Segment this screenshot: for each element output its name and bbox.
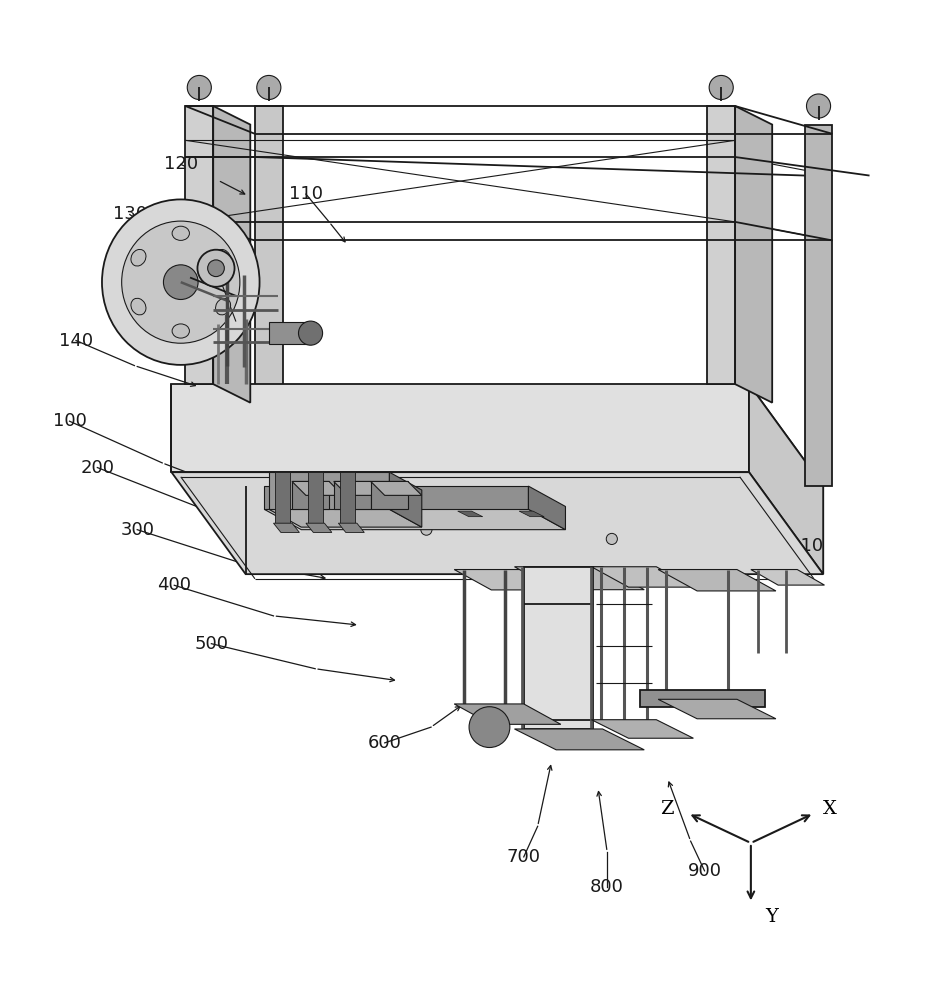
Text: X: X	[823, 800, 837, 818]
Ellipse shape	[172, 324, 189, 338]
Polygon shape	[371, 481, 422, 495]
Circle shape	[806, 94, 831, 118]
Polygon shape	[528, 486, 565, 530]
Polygon shape	[514, 729, 644, 750]
Text: 140: 140	[59, 332, 93, 350]
Polygon shape	[591, 720, 693, 738]
Text: 110: 110	[289, 185, 323, 203]
Polygon shape	[308, 472, 323, 523]
Polygon shape	[269, 509, 422, 527]
Polygon shape	[338, 523, 364, 532]
Text: 700: 700	[507, 848, 540, 866]
Polygon shape	[334, 481, 371, 509]
Polygon shape	[658, 570, 776, 591]
Text: 800: 800	[590, 878, 624, 896]
Text: 200: 200	[81, 459, 114, 477]
Text: 120: 120	[164, 155, 197, 173]
Ellipse shape	[131, 249, 146, 266]
Ellipse shape	[216, 298, 231, 315]
Polygon shape	[640, 690, 765, 707]
Polygon shape	[264, 509, 565, 530]
Polygon shape	[264, 486, 528, 509]
Ellipse shape	[172, 226, 189, 240]
Polygon shape	[749, 384, 823, 574]
Polygon shape	[185, 106, 213, 384]
Polygon shape	[306, 523, 332, 532]
Ellipse shape	[121, 221, 240, 343]
Polygon shape	[340, 472, 355, 523]
Circle shape	[709, 75, 733, 100]
Polygon shape	[334, 481, 385, 495]
Polygon shape	[519, 511, 544, 517]
Polygon shape	[213, 106, 250, 403]
Text: 300: 300	[121, 521, 154, 539]
Circle shape	[163, 265, 198, 299]
Polygon shape	[273, 511, 298, 517]
Text: 400: 400	[158, 576, 191, 594]
Polygon shape	[591, 567, 693, 587]
Polygon shape	[389, 472, 422, 527]
Circle shape	[606, 533, 617, 544]
Text: 210: 210	[790, 537, 823, 555]
Circle shape	[298, 321, 323, 345]
Ellipse shape	[216, 249, 231, 266]
Text: 130: 130	[113, 205, 146, 223]
Polygon shape	[458, 511, 483, 517]
Polygon shape	[524, 567, 593, 729]
Text: 500: 500	[195, 635, 228, 653]
Ellipse shape	[131, 298, 146, 315]
Polygon shape	[749, 384, 823, 574]
Polygon shape	[397, 511, 421, 517]
Circle shape	[430, 518, 441, 529]
Polygon shape	[454, 570, 561, 590]
Circle shape	[208, 260, 224, 277]
Text: Z: Z	[660, 800, 674, 818]
Text: 600: 600	[368, 734, 401, 752]
Polygon shape	[335, 511, 360, 517]
Polygon shape	[658, 699, 776, 719]
Polygon shape	[707, 106, 735, 384]
Polygon shape	[171, 472, 823, 574]
Polygon shape	[292, 481, 329, 509]
Circle shape	[257, 75, 281, 100]
Polygon shape	[275, 472, 290, 523]
Polygon shape	[269, 472, 389, 509]
Circle shape	[197, 250, 235, 287]
Polygon shape	[371, 481, 408, 509]
Ellipse shape	[102, 199, 260, 365]
Circle shape	[421, 524, 432, 535]
Polygon shape	[292, 481, 343, 495]
Text: 100: 100	[53, 412, 86, 430]
Circle shape	[187, 75, 211, 100]
Polygon shape	[454, 704, 561, 724]
Polygon shape	[514, 567, 644, 590]
Polygon shape	[805, 125, 832, 486]
Text: 900: 900	[688, 862, 721, 880]
Circle shape	[469, 707, 510, 748]
Polygon shape	[751, 570, 824, 585]
Polygon shape	[269, 322, 311, 344]
Polygon shape	[273, 523, 299, 532]
Polygon shape	[735, 106, 772, 403]
Polygon shape	[255, 106, 283, 486]
Text: Y: Y	[765, 908, 778, 926]
Polygon shape	[171, 384, 749, 472]
